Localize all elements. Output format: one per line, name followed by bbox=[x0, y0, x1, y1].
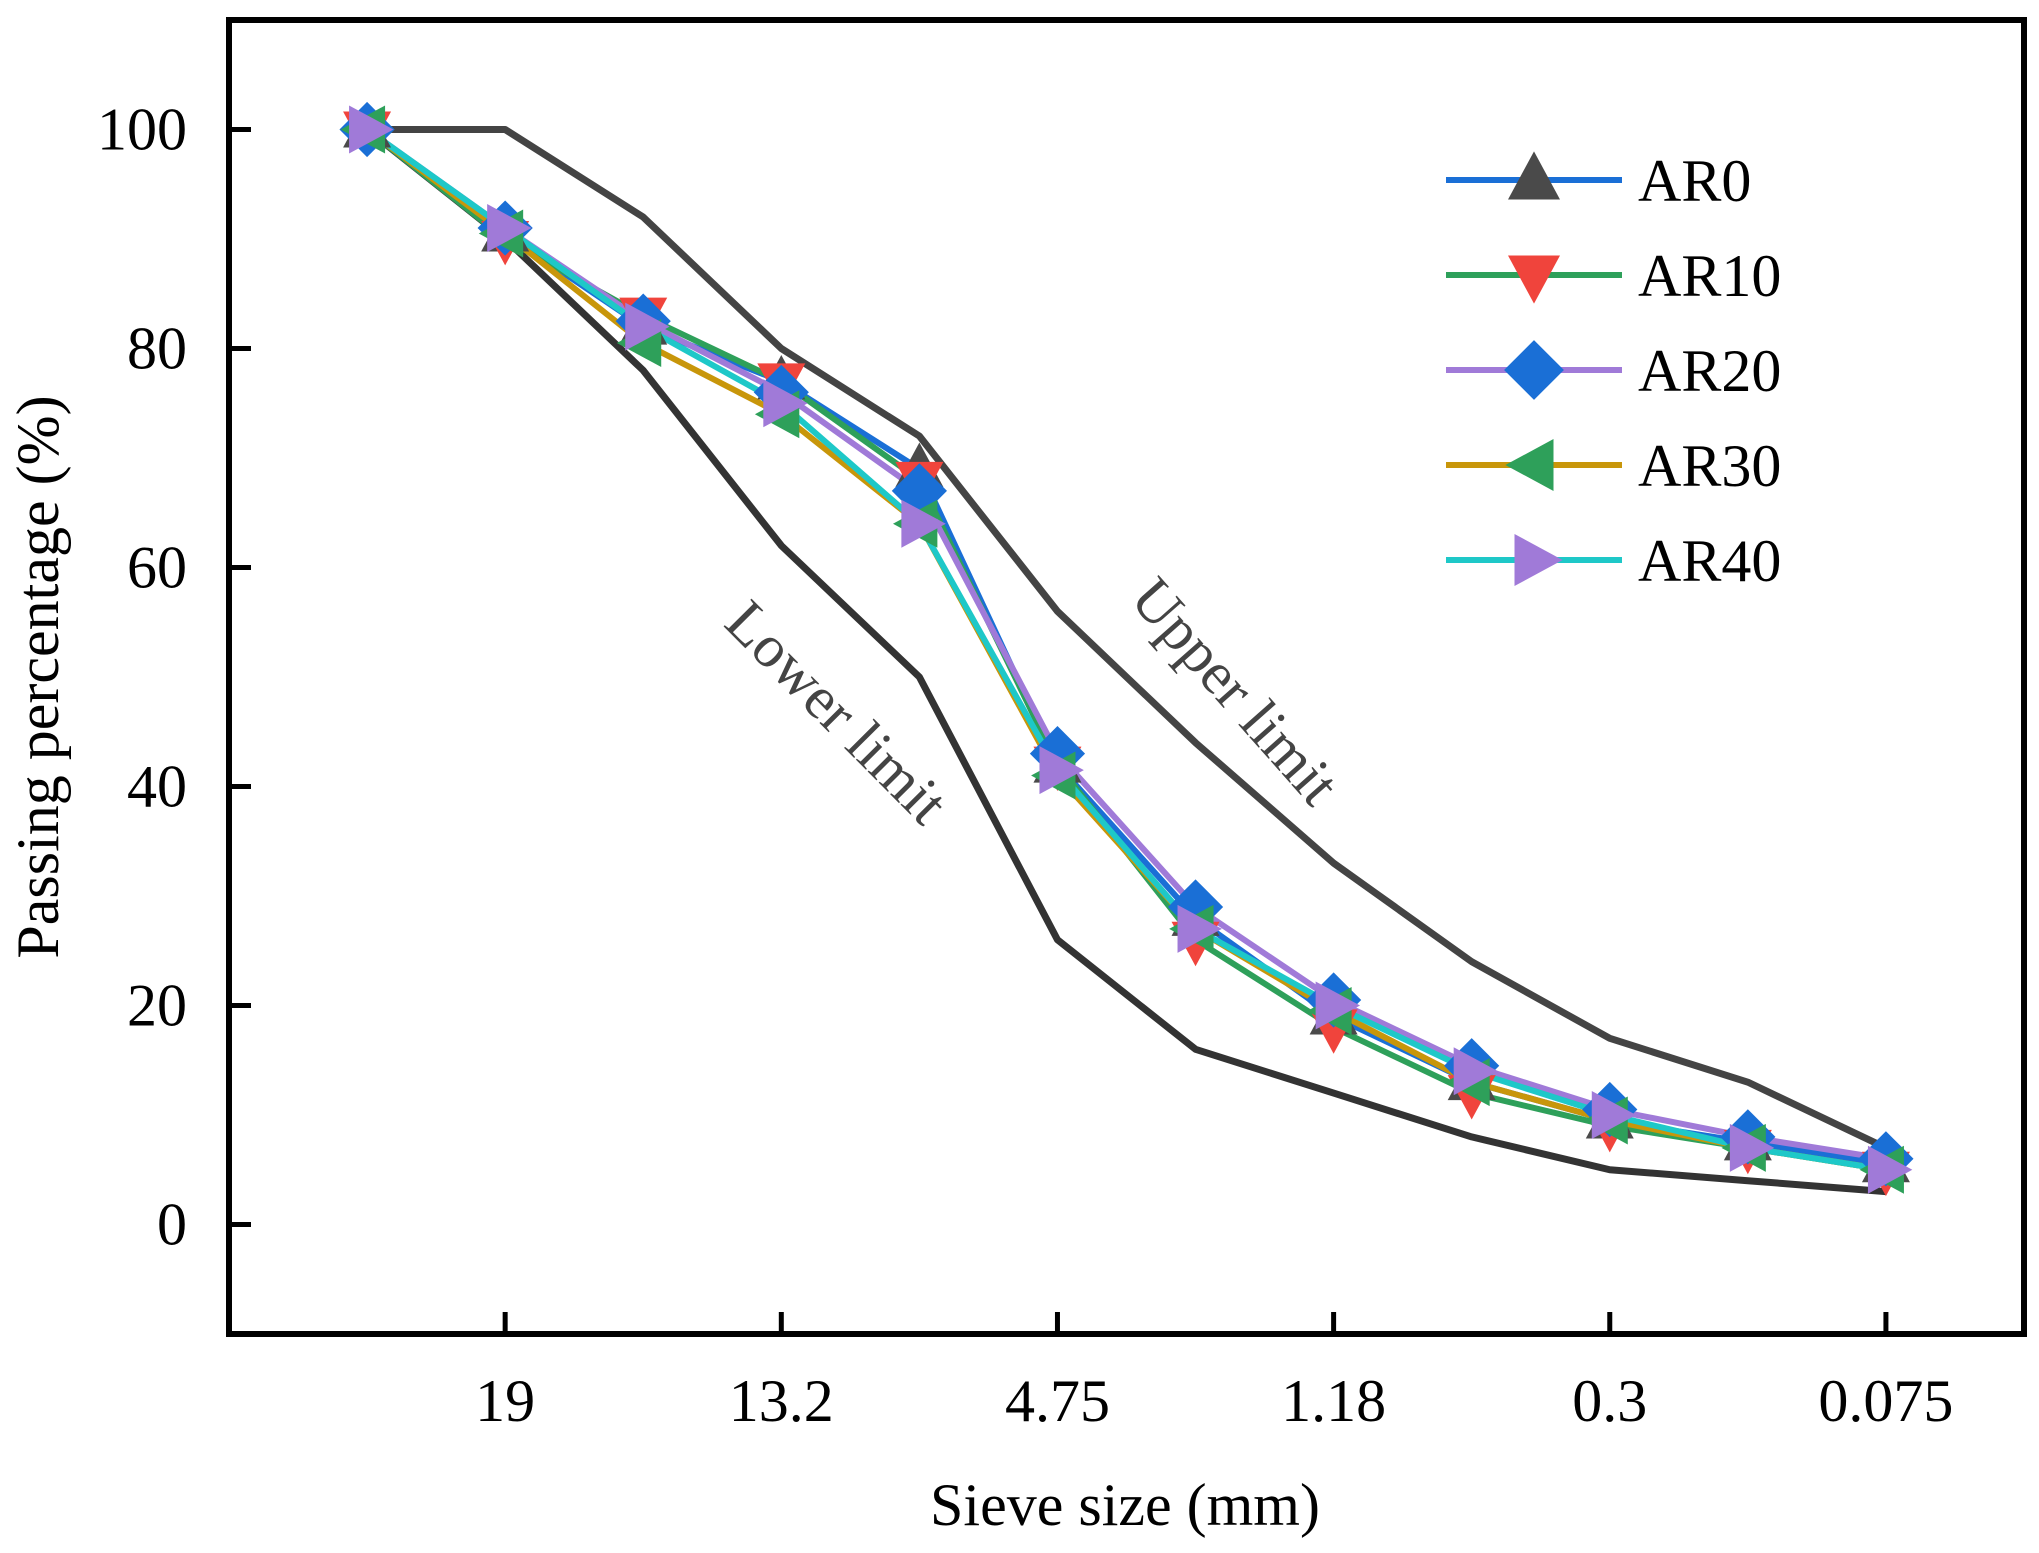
data-point-ar40 bbox=[1177, 904, 1222, 953]
x-tick-label: 4.75 bbox=[1005, 1368, 1110, 1434]
x-tick-label: 1.18 bbox=[1281, 1368, 1386, 1434]
data-point-ar40 bbox=[625, 302, 670, 351]
legend: AR0 AR10 AR20 AR30 AR40 bbox=[1446, 148, 1781, 594]
y-axis-ticks: 0 20 40 60 80 100 bbox=[97, 97, 251, 1258]
x-tick-label: 0.075 bbox=[1818, 1368, 1953, 1434]
series-line-ar40 bbox=[365, 127, 1887, 1173]
limit-line-lower bbox=[364, 126, 1887, 1196]
limit-line-upper bbox=[367, 126, 1888, 1152]
data-point-ar40 bbox=[1453, 1047, 1499, 1096]
y-tick-label: 40 bbox=[127, 754, 187, 820]
y-tick-label: 0 bbox=[157, 1192, 187, 1258]
data-point-ar40 bbox=[1315, 981, 1361, 1030]
x-tick-label: 19 bbox=[475, 1368, 535, 1434]
legend-marker-ar20 bbox=[1504, 340, 1564, 400]
plot-frame bbox=[226, 17, 2027, 1337]
data-point-ar40 bbox=[487, 204, 532, 253]
legend-marker-ar0 bbox=[1508, 151, 1560, 200]
data-point-ar40 bbox=[1729, 1123, 1775, 1172]
y-tick-label: 20 bbox=[127, 973, 187, 1039]
data-point-ar40 bbox=[1039, 746, 1084, 795]
y-axis-title: Passing percentage (%) bbox=[5, 395, 71, 958]
data-point-ar40 bbox=[763, 379, 808, 428]
y-tick-label: 60 bbox=[127, 535, 187, 601]
data-point-ar40 bbox=[901, 499, 946, 548]
legend-label-ar40: AR40 bbox=[1638, 528, 1781, 594]
data-point-ar20 bbox=[891, 463, 947, 519]
y-tick-label: 100 bbox=[97, 97, 187, 163]
legend-label-ar20: AR20 bbox=[1638, 338, 1781, 404]
legend-label-ar30: AR30 bbox=[1638, 433, 1781, 499]
data-point-ar40 bbox=[1867, 1145, 1913, 1194]
legend-label-ar10: AR10 bbox=[1638, 243, 1781, 309]
plot-markers bbox=[339, 101, 1914, 1197]
legend-marker-ar30 bbox=[1505, 439, 1554, 491]
lower-limit-label: Lower limit bbox=[713, 588, 961, 837]
x-axis-ticks: 19 13.2 4.75 1.18 0.3 0.075 bbox=[475, 1312, 1953, 1434]
data-point-ar40 bbox=[1591, 1091, 1637, 1139]
legend-marker-ar40 bbox=[1514, 534, 1563, 586]
legend-marker-ar10 bbox=[1508, 255, 1560, 304]
x-axis-title: Sieve size (mm) bbox=[930, 1472, 1320, 1538]
x-tick-label: 0.3 bbox=[1572, 1368, 1647, 1434]
y-tick-label: 80 bbox=[127, 316, 187, 382]
legend-label-ar0: AR0 bbox=[1638, 148, 1751, 214]
data-point-ar40 bbox=[349, 105, 394, 154]
x-tick-label: 13.2 bbox=[729, 1368, 834, 1434]
